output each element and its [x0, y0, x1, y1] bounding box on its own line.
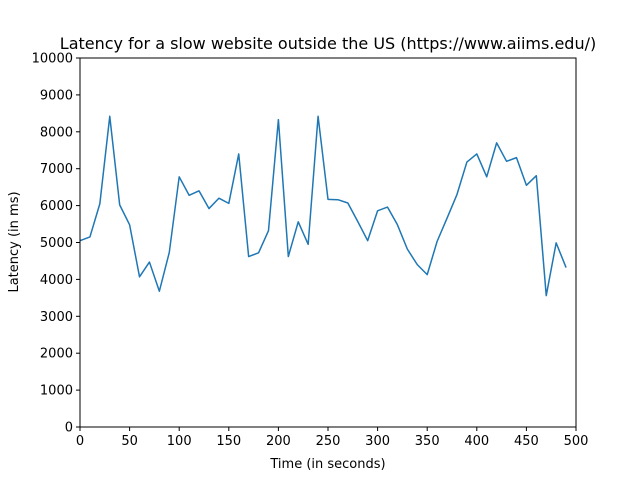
y-tick-label: 2000	[40, 347, 73, 362]
x-tick-label: 0	[76, 434, 84, 449]
y-tick-label: 0	[65, 421, 73, 436]
y-axis-label: Latency (in ms)	[7, 191, 22, 292]
y-tick-label: 7000	[40, 162, 73, 177]
x-tick-label: 100	[167, 434, 192, 449]
x-tick-label: 500	[564, 434, 589, 449]
y-tick-label: 9000	[40, 88, 73, 103]
y-tick-label: 10000	[32, 52, 73, 67]
x-tick-label: 350	[415, 434, 440, 449]
y-tick-label: 6000	[40, 199, 73, 214]
chart-title: Latency for a slow website outside the U…	[60, 34, 596, 53]
plot-area	[79, 57, 577, 428]
y-tick-label: 4000	[40, 273, 73, 288]
series-line-0	[79, 115, 567, 297]
x-tick-label: 400	[464, 434, 489, 449]
x-tick-label: 150	[216, 434, 241, 449]
y-tick-label: 3000	[40, 310, 73, 325]
x-tick-label: 200	[266, 434, 291, 449]
x-axis-label: Time (in seconds)	[269, 457, 385, 472]
axis-ticks: 0 50 100 150 200 250 300 350 400 450 5000100020003…	[32, 52, 589, 450]
plot-frame	[79, 57, 577, 428]
x-tick-label: 450	[514, 434, 539, 449]
x-tick-label: 50	[121, 434, 138, 449]
x-tick-label: 300	[365, 434, 390, 449]
y-tick-label: 5000	[40, 236, 73, 251]
x-tick-label: 250	[316, 434, 341, 449]
y-tick-label: 8000	[40, 125, 73, 140]
y-tick-label: 1000	[40, 384, 73, 399]
